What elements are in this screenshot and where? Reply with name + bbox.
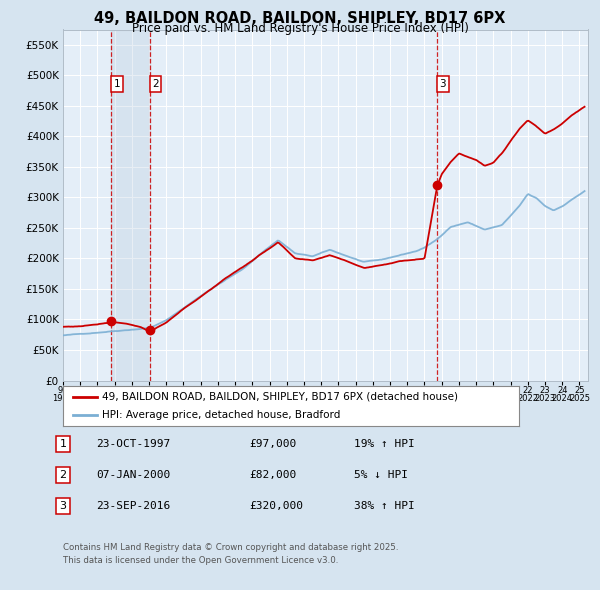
Text: 5% ↓ HPI: 5% ↓ HPI — [354, 470, 408, 480]
Text: £320,000: £320,000 — [249, 502, 303, 511]
Text: 3: 3 — [440, 79, 446, 89]
Text: 2: 2 — [152, 79, 159, 89]
Text: 3: 3 — [59, 502, 67, 511]
Text: HPI: Average price, detached house, Bradford: HPI: Average price, detached house, Brad… — [102, 410, 340, 420]
Text: 23-OCT-1997: 23-OCT-1997 — [96, 439, 170, 448]
Text: 38% ↑ HPI: 38% ↑ HPI — [354, 502, 415, 511]
Bar — [112, 30, 149, 381]
Text: 2: 2 — [59, 470, 67, 480]
Text: Contains HM Land Registry data © Crown copyright and database right 2025.: Contains HM Land Registry data © Crown c… — [63, 543, 398, 552]
Text: 1: 1 — [114, 79, 121, 89]
Text: Price paid vs. HM Land Registry's House Price Index (HPI): Price paid vs. HM Land Registry's House … — [131, 22, 469, 35]
Text: 1: 1 — [59, 439, 67, 448]
Text: 07-JAN-2000: 07-JAN-2000 — [96, 470, 170, 480]
Text: 49, BAILDON ROAD, BAILDON, SHIPLEY, BD17 6PX: 49, BAILDON ROAD, BAILDON, SHIPLEY, BD17… — [94, 11, 506, 27]
Text: 19% ↑ HPI: 19% ↑ HPI — [354, 439, 415, 448]
Text: 49, BAILDON ROAD, BAILDON, SHIPLEY, BD17 6PX (detached house): 49, BAILDON ROAD, BAILDON, SHIPLEY, BD17… — [102, 392, 458, 402]
Text: £82,000: £82,000 — [249, 470, 296, 480]
Text: This data is licensed under the Open Government Licence v3.0.: This data is licensed under the Open Gov… — [63, 556, 338, 565]
Text: 23-SEP-2016: 23-SEP-2016 — [96, 502, 170, 511]
Text: £97,000: £97,000 — [249, 439, 296, 448]
